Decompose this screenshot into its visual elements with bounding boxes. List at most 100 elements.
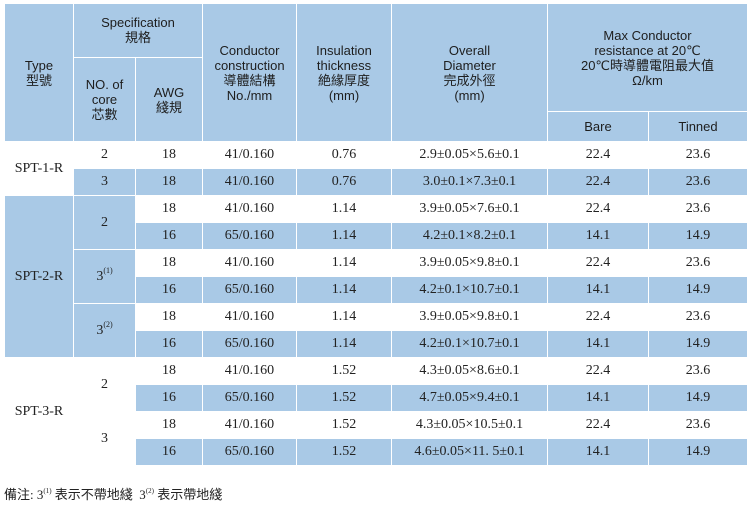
cell-bare: 14.1 (547, 276, 649, 304)
cell-type: SPT-3-R (4, 357, 74, 466)
cell-core: 3 (73, 168, 136, 196)
cell-conductor: 41/0.160 (202, 141, 297, 169)
header-specification-label: Specification 規格 (101, 14, 175, 45)
header-awg: AWG 綫規 (135, 57, 203, 142)
header-tinned: Tinned (648, 111, 748, 142)
cell-tinned: 14.9 (648, 438, 748, 466)
table-row: SPT-3-R 2 18 41/0.160 1.52 4.3±0.05×8.6±0.1 22… (4, 357, 748, 466)
cell-insulation: 1.14 (296, 303, 392, 331)
cell-conductor: 65/0.160 (202, 330, 297, 358)
cell-conductor: 41/0.160 (202, 411, 297, 439)
cell-tinned: 23.6 (648, 168, 748, 196)
cell-core-value: 3 (96, 322, 104, 338)
cell-insulation: 1.14 (296, 330, 392, 358)
cell-overall: 3.9±0.05×9.8±0.1 (391, 249, 548, 277)
cell-conductor: 41/0.160 (202, 303, 297, 331)
cell-tinned: 23.6 (648, 411, 748, 439)
cell-awg: 16 (135, 330, 203, 358)
cell-bare: 22.4 (547, 141, 649, 169)
table-row: 3 18 41/0.160 1.52 4.3±0.05×10.5±0.1 22.4 23.6 (5, 411, 748, 466)
cell-type: SPT-2-R (4, 195, 74, 358)
cell-core-value: 2 (101, 147, 108, 162)
table-row: 16 65/0.160 1.52 4.7±0.05×9.4±0.1 14.1 14.9 (5, 384, 748, 412)
cell-conductor: 41/0.160 (202, 195, 297, 223)
cell-bare: 14.1 (547, 222, 649, 250)
cell-tinned: 14.9 (648, 330, 748, 358)
cell-tinned: 14.9 (648, 222, 748, 250)
cell-insulation: 1.52 (296, 384, 392, 412)
table-row: SPT-2-R 2 18 41/0.160 1.14 3.9±0.05×7.6±0.1 22… (4, 195, 748, 358)
cell-core: 2 (73, 141, 136, 169)
header-conductor: Conductor construction 導體結構 No./mm (202, 3, 297, 142)
cell-awg: 18 (135, 303, 203, 331)
cell-overall: 3.9±0.05×7.6±0.1 (391, 195, 548, 223)
cell-awg: 16 (135, 222, 203, 250)
cell-overall: 4.3±0.05×10.5±0.1 (391, 411, 548, 439)
cell-awg: 18 (135, 249, 203, 277)
cell-insulation: 1.14 (296, 276, 392, 304)
cell-bare: 14.1 (547, 438, 649, 466)
cell-insulation: 1.52 (296, 411, 392, 439)
cell-insulation: 0.76 (296, 141, 392, 169)
header-overall-diameter: Overall Diameter 完成外徑 (mm) (391, 3, 548, 142)
footnote-sup-1: (1) (43, 486, 52, 495)
header-conductor-label: Conductor construction 導體結構 No./mm (214, 42, 285, 103)
header-no-of-core: NO. of core 芯數 (73, 57, 136, 142)
cell-conductor: 65/0.160 (202, 276, 297, 304)
table-row: 3(2) 18 41/0.160 1.14 3.9±0.05×9.8±0.1 22.4 23… (5, 303, 748, 358)
header-overall-label: Overall Diameter 完成外徑 (mm) (443, 42, 496, 103)
footnote-text-1: 表示不帶地綫 3 (51, 487, 146, 502)
cell-conductor: 41/0.160 (202, 168, 297, 196)
cell-conductor: 65/0.160 (202, 438, 297, 466)
cell-bare: 22.4 (547, 411, 649, 439)
cell-overall: 4.7±0.05×9.4±0.1 (391, 384, 548, 412)
cell-awg: 18 (135, 141, 203, 169)
table-row: SPT-1-R 2 18 41/0.160 0.76 2.9±0.05×5.6±0.1 22… (4, 141, 748, 196)
cell-overall: 3.9±0.05×9.8±0.1 (391, 303, 548, 331)
cell-core: 2 (73, 195, 136, 250)
header-bare: Bare (547, 111, 649, 142)
table-row: 3(1) 18 41/0.160 1.14 3.9±0.05×9.8±0.1 22.4 23… (5, 249, 748, 304)
cell-type: SPT-1-R (4, 141, 74, 196)
footnote: 備注: 3(1) 表示不帶地綫 3(2) 表示帶地綫 (4, 484, 222, 503)
cell-overall: 4.2±0.1×10.7±0.1 (391, 276, 548, 304)
header-no-of-core-label: NO. of core 芯數 (85, 77, 124, 122)
header-type: Type 型號 (4, 3, 74, 142)
cell-bare: 22.4 (547, 168, 649, 196)
cell-bare: 22.4 (547, 303, 649, 331)
cell-overall: 4.2±0.1×10.7±0.1 (391, 330, 548, 358)
cell-core-value: 3 (101, 430, 108, 446)
cell-core-value: 2 (101, 214, 108, 230)
header-tinned-label: Tinned (678, 119, 718, 134)
cell-core: 3(2) (73, 303, 136, 358)
footnote-prefix: 備注: 3 (4, 487, 44, 502)
header-insulation-label: Insulation thickness 絶緣厚度 (mm) (316, 42, 372, 103)
cell-awg: 16 (135, 384, 203, 412)
cell-insulation: 1.52 (296, 438, 392, 466)
cell-core: 3 (73, 411, 136, 466)
cell-conductor: 65/0.160 (202, 222, 297, 250)
cell-core: 2 (73, 357, 136, 412)
table-row: 3 18 41/0.160 0.76 3.0±0.1×7.3±0.1 22.4 23.6 (5, 168, 748, 196)
table-row: 16 65/0.160 1.14 4.2±0.1×8.2±0.1 14.1 14.9 (5, 222, 748, 250)
cell-awg: 18 (135, 411, 203, 439)
cell-awg: 16 (135, 438, 203, 466)
cell-awg: 18 (135, 357, 203, 385)
cell-insulation: 0.76 (296, 168, 392, 196)
table-row: 16 65/0.160 1.52 4.6±0.05×11. 5±0.1 14.1 14.9 (5, 438, 748, 466)
cell-overall: 4.2±0.1×8.2±0.1 (391, 222, 548, 250)
cell-tinned: 23.6 (648, 303, 748, 331)
cell-insulation: 1.14 (296, 249, 392, 277)
cell-core-sup: (2) (103, 319, 113, 329)
cell-conductor: 41/0.160 (202, 249, 297, 277)
cell-insulation: 1.52 (296, 357, 392, 385)
cell-core-sup: (1) (103, 265, 113, 275)
cell-core-value: 2 (101, 376, 108, 392)
cell-overall: 4.6±0.05×11. 5±0.1 (391, 438, 548, 466)
cell-core-value: 3 (96, 268, 104, 284)
cell-awg: 18 (135, 168, 203, 196)
header-specification: Specification 規格 (73, 3, 203, 58)
cell-core: 3(1) (73, 249, 136, 304)
cell-awg: 16 (135, 276, 203, 304)
cell-bare: 22.4 (547, 357, 649, 385)
